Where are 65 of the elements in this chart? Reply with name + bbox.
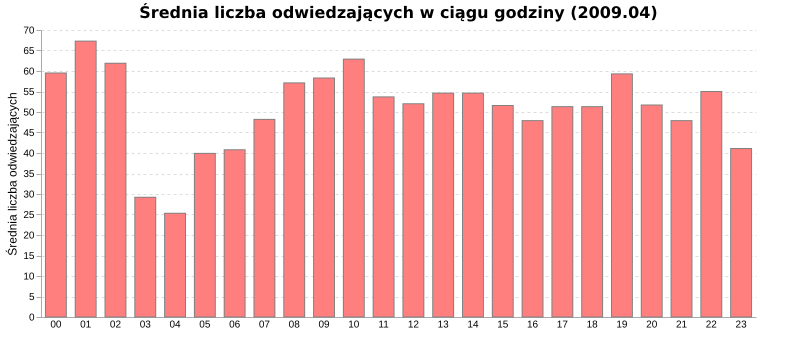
y-axis-title: Średnia liczba odwiedzających — [5, 92, 20, 256]
bar — [44, 72, 67, 318]
x-tick-label: 21 — [676, 320, 688, 330]
x-tick-label: 08 — [288, 320, 300, 330]
x-tick-label: 04 — [170, 320, 182, 330]
x-tick-label: 18 — [586, 320, 598, 330]
chart-title: Średnia liczba odwiedzających w ciągu godziny (2009.04) — [139, 3, 658, 22]
x-tick-label: 03 — [140, 320, 152, 330]
y-tick-label: 65 — [23, 46, 35, 57]
bar — [283, 82, 306, 318]
bar — [462, 92, 484, 318]
y-tick-label: 20 — [23, 230, 35, 242]
y-tick-label: 25 — [23, 210, 35, 221]
y-tick-label: 30 — [23, 190, 35, 200]
x-tick-label: 10 — [348, 320, 360, 330]
x-tick-label: 02 — [110, 320, 122, 330]
y-tick-label: 70 — [23, 26, 35, 36]
x-tick-label: 16 — [527, 320, 539, 330]
x-tick-label: 20 — [646, 320, 658, 330]
y-tick-label: 55 — [23, 87, 35, 98]
x-tick-label: 07 — [258, 320, 270, 330]
bar — [610, 73, 633, 318]
x-tick-label: 22 — [706, 320, 718, 330]
bar — [342, 58, 365, 318]
x-tick-label: 17 — [556, 320, 568, 330]
x-tick-label: 00 — [50, 320, 62, 330]
x-tick-label: 05 — [199, 320, 211, 330]
x-tick-label: 14 — [467, 320, 479, 330]
y-tick-label: 35 — [23, 169, 35, 180]
bar — [432, 92, 454, 318]
bar — [253, 118, 276, 318]
y-tick-label: 50 — [23, 108, 35, 118]
x-tick-label: 13 — [438, 320, 450, 330]
bar — [700, 91, 722, 318]
bar — [224, 149, 246, 318]
y-tick-label: 40 — [23, 148, 35, 160]
bar — [402, 103, 424, 318]
y-tick-label: 10 — [23, 272, 35, 282]
y-tick-label: 0 — [28, 312, 35, 324]
bar — [640, 104, 663, 318]
bar — [194, 152, 216, 318]
x-tick-label: 06 — [229, 320, 241, 330]
bar — [492, 104, 514, 318]
x-tick-label: 19 — [616, 320, 628, 330]
bar — [164, 212, 186, 318]
bar — [104, 62, 126, 318]
y-tick-label: 60 — [23, 66, 35, 78]
x-tick-label: 11 — [378, 320, 390, 330]
bar — [581, 106, 604, 318]
x-tick-label: 01 — [80, 320, 92, 330]
bar — [551, 106, 574, 318]
bar — [134, 196, 156, 318]
y-tick-label: 15 — [23, 251, 35, 262]
x-tick-label: 09 — [318, 320, 330, 330]
bar — [730, 148, 752, 318]
x-tick-label: 12 — [408, 320, 420, 330]
y-tick-label: 5 — [28, 292, 35, 303]
x-tick-label: 23 — [736, 320, 748, 330]
bar — [313, 77, 335, 318]
bar — [670, 120, 692, 318]
x-tick-label: 15 — [497, 320, 509, 330]
y-tick-label: 45 — [23, 128, 35, 139]
bar — [522, 120, 544, 318]
bar — [74, 40, 97, 318]
bar — [372, 96, 395, 318]
